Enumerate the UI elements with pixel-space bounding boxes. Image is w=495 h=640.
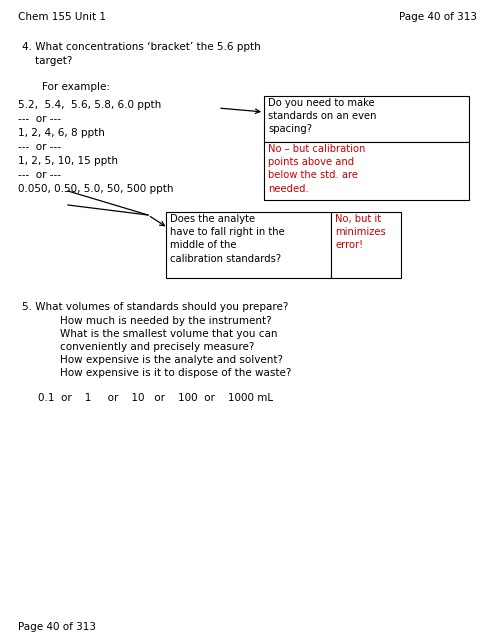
Text: No – but calibration
points above and
below the std. are
needed.: No – but calibration points above and be… bbox=[268, 144, 365, 193]
FancyBboxPatch shape bbox=[166, 212, 331, 278]
Text: Page 40 of 313: Page 40 of 313 bbox=[399, 12, 477, 22]
Text: 0.1  or    1     or    10   or    100  or    1000 mL: 0.1 or 1 or 10 or 100 or 1000 mL bbox=[38, 393, 273, 403]
Text: 1, 2, 4, 6, 8 ppth: 1, 2, 4, 6, 8 ppth bbox=[18, 128, 105, 138]
Text: ---  or ---: --- or --- bbox=[18, 170, 61, 180]
Text: How expensive is the analyte and solvent?: How expensive is the analyte and solvent… bbox=[60, 355, 283, 365]
FancyBboxPatch shape bbox=[331, 212, 401, 278]
Text: ---  or ---: --- or --- bbox=[18, 142, 61, 152]
Text: 0.050, 0.50, 5.0, 50, 500 ppth: 0.050, 0.50, 5.0, 50, 500 ppth bbox=[18, 184, 174, 194]
Text: Page 40 of 313: Page 40 of 313 bbox=[18, 622, 96, 632]
Text: Chem 155 Unit 1: Chem 155 Unit 1 bbox=[18, 12, 106, 22]
Text: No, but it
minimizes
error!: No, but it minimizes error! bbox=[335, 214, 386, 250]
FancyBboxPatch shape bbox=[264, 142, 469, 200]
Text: Does the analyte
have to fall right in the
middle of the
calibration standards?: Does the analyte have to fall right in t… bbox=[170, 214, 285, 264]
Text: Do you need to make
standards on an even
spacing?: Do you need to make standards on an even… bbox=[268, 98, 377, 134]
Text: How much is needed by the instrument?: How much is needed by the instrument? bbox=[60, 316, 272, 326]
Text: 4. What concentrations ‘bracket’ the 5.6 ppth
    target?: 4. What concentrations ‘bracket’ the 5.6… bbox=[22, 42, 261, 66]
Text: What is the smallest volume that you can: What is the smallest volume that you can bbox=[60, 329, 278, 339]
Text: 1, 2, 5, 10, 15 ppth: 1, 2, 5, 10, 15 ppth bbox=[18, 156, 118, 166]
Text: For example:: For example: bbox=[42, 82, 110, 92]
Text: conveniently and precisely measure?: conveniently and precisely measure? bbox=[60, 342, 254, 352]
Text: 5. What volumes of standards should you prepare?: 5. What volumes of standards should you … bbox=[22, 302, 289, 312]
Text: 5.2,  5.4,  5.6, 5.8, 6.0 ppth: 5.2, 5.4, 5.6, 5.8, 6.0 ppth bbox=[18, 100, 161, 110]
FancyBboxPatch shape bbox=[264, 96, 469, 142]
Text: How expensive is it to dispose of the waste?: How expensive is it to dispose of the wa… bbox=[60, 368, 292, 378]
Text: ---  or ---: --- or --- bbox=[18, 114, 61, 124]
